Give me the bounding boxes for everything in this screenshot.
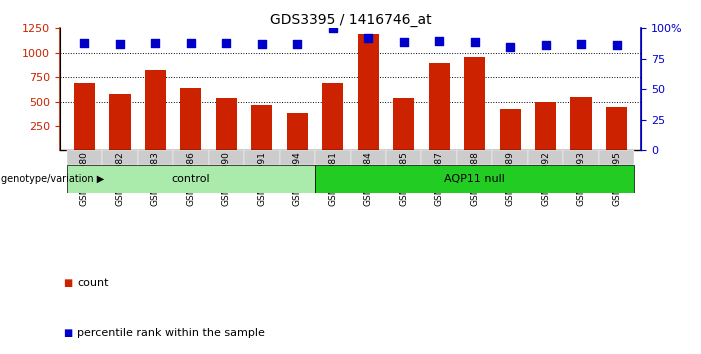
Text: GSM267982: GSM267982: [116, 151, 124, 206]
Bar: [428, 63, 450, 150]
Point: [292, 41, 303, 47]
Point: [185, 40, 196, 46]
Bar: [393, 98, 414, 150]
Point: [114, 41, 125, 47]
Point: [469, 39, 480, 45]
Point: [362, 35, 374, 41]
Point: [327, 25, 339, 31]
Point: [256, 41, 267, 47]
Text: GSM267992: GSM267992: [541, 151, 550, 206]
Text: percentile rank within the sample: percentile rank within the sample: [77, 328, 265, 338]
Point: [505, 44, 516, 50]
Bar: [421, 150, 457, 165]
Bar: [180, 88, 201, 150]
Bar: [244, 150, 280, 165]
Text: GSM267995: GSM267995: [612, 151, 621, 206]
Bar: [528, 150, 564, 165]
Point: [434, 38, 445, 44]
Bar: [102, 150, 137, 165]
Bar: [209, 150, 244, 165]
Text: GSM267991: GSM267991: [257, 151, 266, 206]
Text: count: count: [77, 278, 109, 288]
Text: ■: ■: [63, 278, 72, 288]
Text: GSM267983: GSM267983: [151, 151, 160, 206]
Bar: [564, 150, 599, 165]
Bar: [280, 150, 315, 165]
Bar: [67, 165, 315, 193]
Title: GDS3395 / 1416746_at: GDS3395 / 1416746_at: [270, 13, 431, 27]
Bar: [173, 150, 209, 165]
Bar: [67, 150, 102, 165]
Point: [221, 40, 232, 46]
Bar: [571, 97, 592, 150]
Point: [611, 42, 622, 48]
Bar: [315, 150, 350, 165]
Bar: [492, 150, 528, 165]
Text: GSM267985: GSM267985: [399, 151, 408, 206]
Point: [79, 40, 90, 46]
Text: GSM267988: GSM267988: [470, 151, 479, 206]
Point: [150, 40, 161, 46]
Text: GSM267990: GSM267990: [222, 151, 231, 206]
Bar: [500, 109, 521, 150]
Text: control: control: [172, 174, 210, 184]
Text: GSM267987: GSM267987: [435, 151, 444, 206]
Text: GSM267980: GSM267980: [80, 151, 89, 206]
Text: GSM267984: GSM267984: [364, 151, 373, 206]
Point: [398, 39, 409, 45]
Text: GSM267986: GSM267986: [186, 151, 196, 206]
Bar: [74, 83, 95, 150]
Bar: [457, 150, 492, 165]
Bar: [464, 57, 485, 150]
Bar: [358, 34, 379, 150]
Bar: [251, 105, 273, 150]
Bar: [535, 102, 557, 150]
Text: GSM267981: GSM267981: [328, 151, 337, 206]
Bar: [350, 150, 386, 165]
Bar: [599, 150, 634, 165]
Bar: [109, 94, 130, 150]
Point: [576, 41, 587, 47]
Point: [540, 42, 551, 48]
Text: genotype/variation ▶: genotype/variation ▶: [1, 174, 104, 184]
Bar: [606, 108, 627, 150]
Text: AQP11 null: AQP11 null: [444, 174, 505, 184]
Bar: [144, 70, 166, 150]
Text: GSM267989: GSM267989: [505, 151, 515, 206]
Bar: [386, 150, 421, 165]
Text: GSM267994: GSM267994: [293, 151, 302, 206]
Text: ■: ■: [63, 328, 72, 338]
Bar: [315, 165, 634, 193]
Bar: [322, 83, 343, 150]
Text: GSM267993: GSM267993: [577, 151, 585, 206]
Bar: [287, 113, 308, 150]
Bar: [137, 150, 173, 165]
Bar: [216, 98, 237, 150]
